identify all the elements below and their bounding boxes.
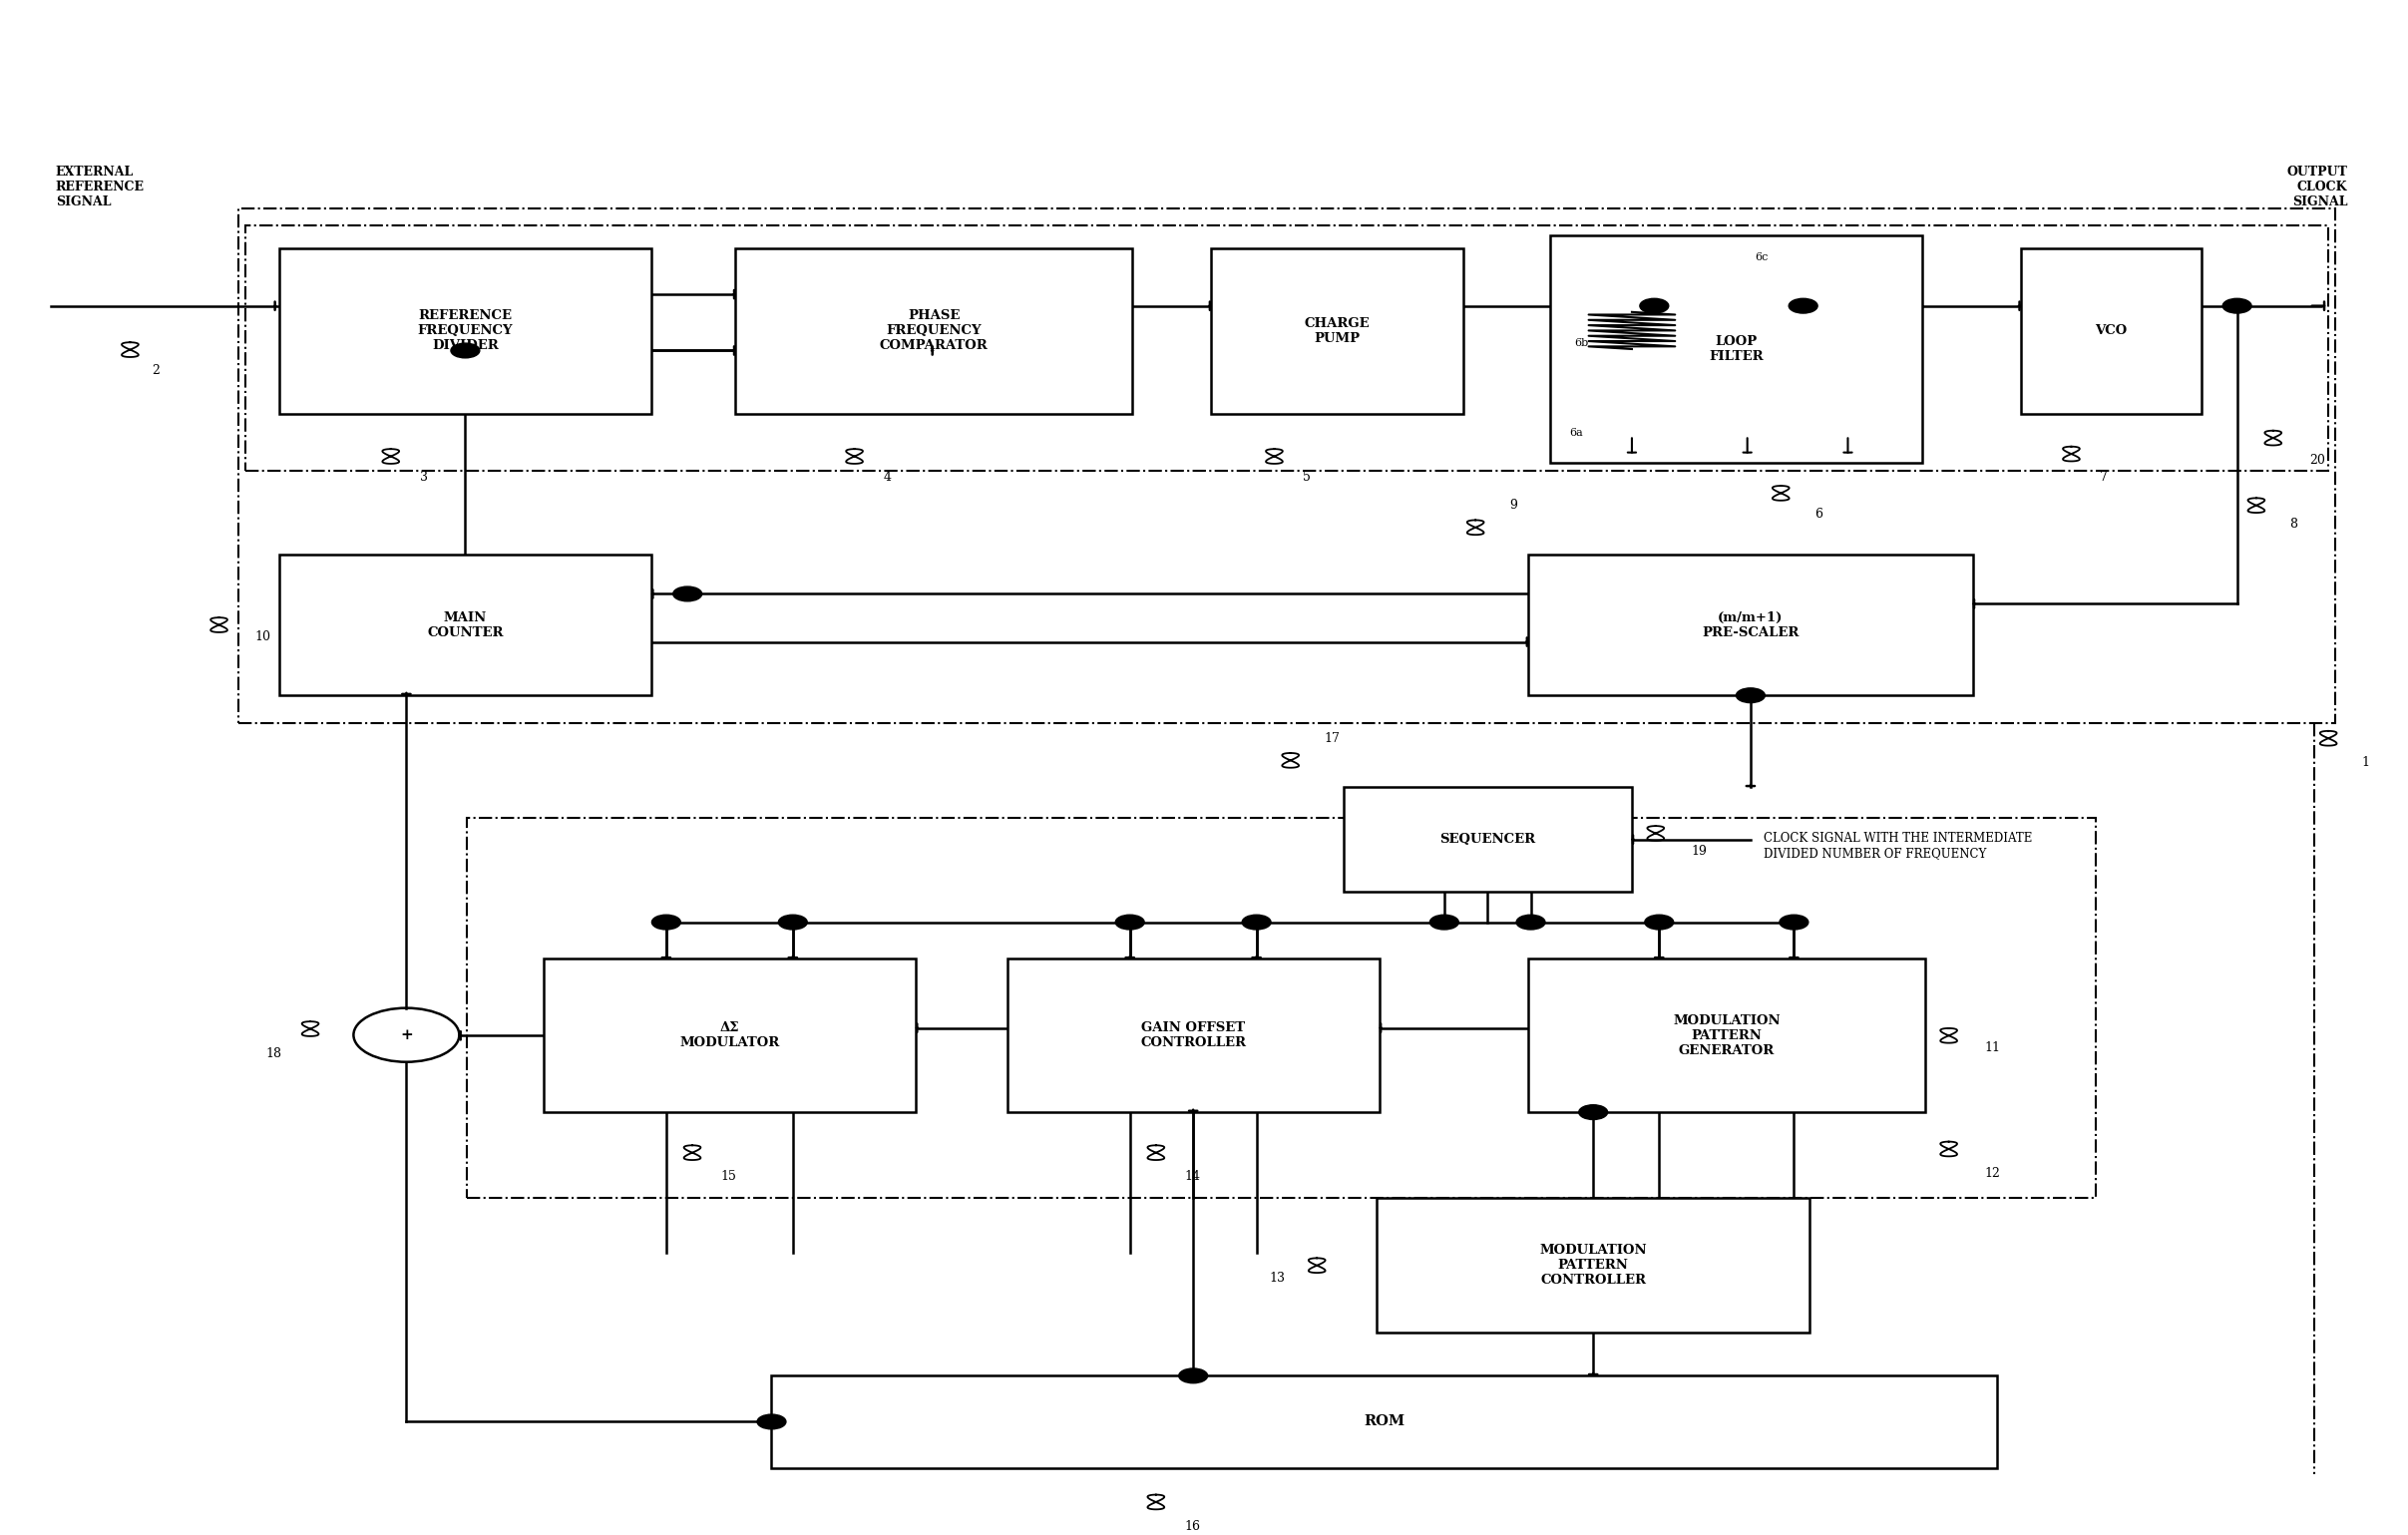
Circle shape — [1517, 915, 1546, 930]
Bar — [279, 249, 653, 413]
Bar — [246, 226, 2329, 471]
Text: VCO: VCO — [2095, 324, 2126, 338]
Text: MODULATION
PATTERN
GENERATOR: MODULATION PATTERN GENERATOR — [1674, 1015, 1780, 1058]
Text: CLOCK SIGNAL WITH THE INTERMEDIATE
DIVIDED NUMBER OF FREQUENCY: CLOCK SIGNAL WITH THE INTERMEDIATE DIVID… — [1763, 832, 2032, 860]
Text: MODULATION
PATTERN
CONTROLLER: MODULATION PATTERN CONTROLLER — [1539, 1243, 1647, 1286]
Circle shape — [1180, 1368, 1206, 1383]
Text: 8: 8 — [2290, 517, 2297, 530]
Text: 5: 5 — [1303, 471, 1310, 484]
Text: 14: 14 — [1185, 1170, 1202, 1182]
Bar — [1551, 236, 1922, 462]
Text: 3: 3 — [419, 471, 429, 484]
Text: 13: 13 — [1269, 1271, 1286, 1285]
Circle shape — [653, 915, 681, 930]
Text: 7: 7 — [2100, 471, 2107, 484]
Text: 19: 19 — [1693, 846, 1707, 858]
Circle shape — [778, 915, 807, 930]
Text: 6: 6 — [1816, 508, 1823, 520]
Text: LOOP
FILTER: LOOP FILTER — [1710, 335, 1763, 364]
Bar — [771, 1375, 1996, 1467]
Bar — [734, 249, 1132, 413]
Text: 6a: 6a — [1570, 428, 1582, 437]
Text: CHARGE
PUMP: CHARGE PUMP — [1305, 316, 1370, 345]
Text: REFERENCE
FREQUENCY
DIVIDER: REFERENCE FREQUENCY DIVIDER — [417, 309, 513, 352]
Text: (m/m+1)
PRE-SCALER: (m/m+1) PRE-SCALER — [1702, 611, 1799, 639]
Circle shape — [1789, 298, 1818, 313]
Text: 10: 10 — [255, 631, 272, 643]
Text: SEQUENCER: SEQUENCER — [1440, 834, 1536, 846]
Text: 2: 2 — [152, 364, 159, 378]
Bar — [1377, 1197, 1808, 1332]
Circle shape — [1430, 915, 1459, 930]
Circle shape — [1115, 915, 1144, 930]
Text: ΔΣ
MODULATOR: ΔΣ MODULATOR — [679, 1022, 780, 1050]
Bar — [1344, 787, 1633, 892]
Text: 11: 11 — [1984, 1041, 2001, 1055]
Text: GAIN OFFSET
CONTROLLER: GAIN OFFSET CONTROLLER — [1141, 1022, 1245, 1050]
Bar — [238, 209, 2336, 723]
Bar — [1007, 959, 1380, 1113]
Text: 12: 12 — [1984, 1167, 2001, 1180]
Bar — [544, 959, 915, 1113]
Text: OUTPUT
CLOCK
SIGNAL: OUTPUT CLOCK SIGNAL — [2288, 166, 2348, 209]
Circle shape — [1780, 915, 1808, 930]
Circle shape — [2223, 298, 2251, 313]
Text: 16: 16 — [1185, 1520, 1202, 1533]
Text: MAIN
COUNTER: MAIN COUNTER — [426, 611, 503, 639]
Circle shape — [756, 1414, 785, 1429]
Bar — [1529, 959, 1924, 1113]
Bar — [1529, 554, 1972, 695]
Text: +: + — [400, 1028, 412, 1042]
Text: 1: 1 — [2362, 757, 2369, 769]
Circle shape — [1580, 1105, 1609, 1119]
Text: ROM: ROM — [1363, 1415, 1404, 1429]
Circle shape — [1640, 298, 1669, 313]
Circle shape — [1736, 688, 1765, 703]
Bar — [1211, 249, 1464, 413]
Text: 15: 15 — [720, 1170, 737, 1182]
Circle shape — [674, 586, 701, 602]
Bar — [279, 554, 653, 695]
Circle shape — [450, 344, 479, 358]
Circle shape — [1243, 915, 1271, 930]
Text: PHASE
FREQUENCY
COMPARATOR: PHASE FREQUENCY COMPARATOR — [879, 309, 987, 352]
Text: 20: 20 — [2309, 453, 2326, 467]
Bar — [467, 818, 2095, 1197]
Text: EXTERNAL
REFERENCE
SIGNAL: EXTERNAL REFERENCE SIGNAL — [55, 166, 144, 209]
Text: 6c: 6c — [1755, 252, 1767, 262]
Text: 18: 18 — [265, 1047, 282, 1059]
Text: 6b: 6b — [1575, 338, 1589, 348]
Text: 4: 4 — [884, 471, 891, 484]
Circle shape — [1645, 915, 1674, 930]
Bar — [2020, 249, 2201, 413]
Text: 17: 17 — [1324, 732, 1339, 744]
Text: 9: 9 — [1510, 499, 1517, 511]
